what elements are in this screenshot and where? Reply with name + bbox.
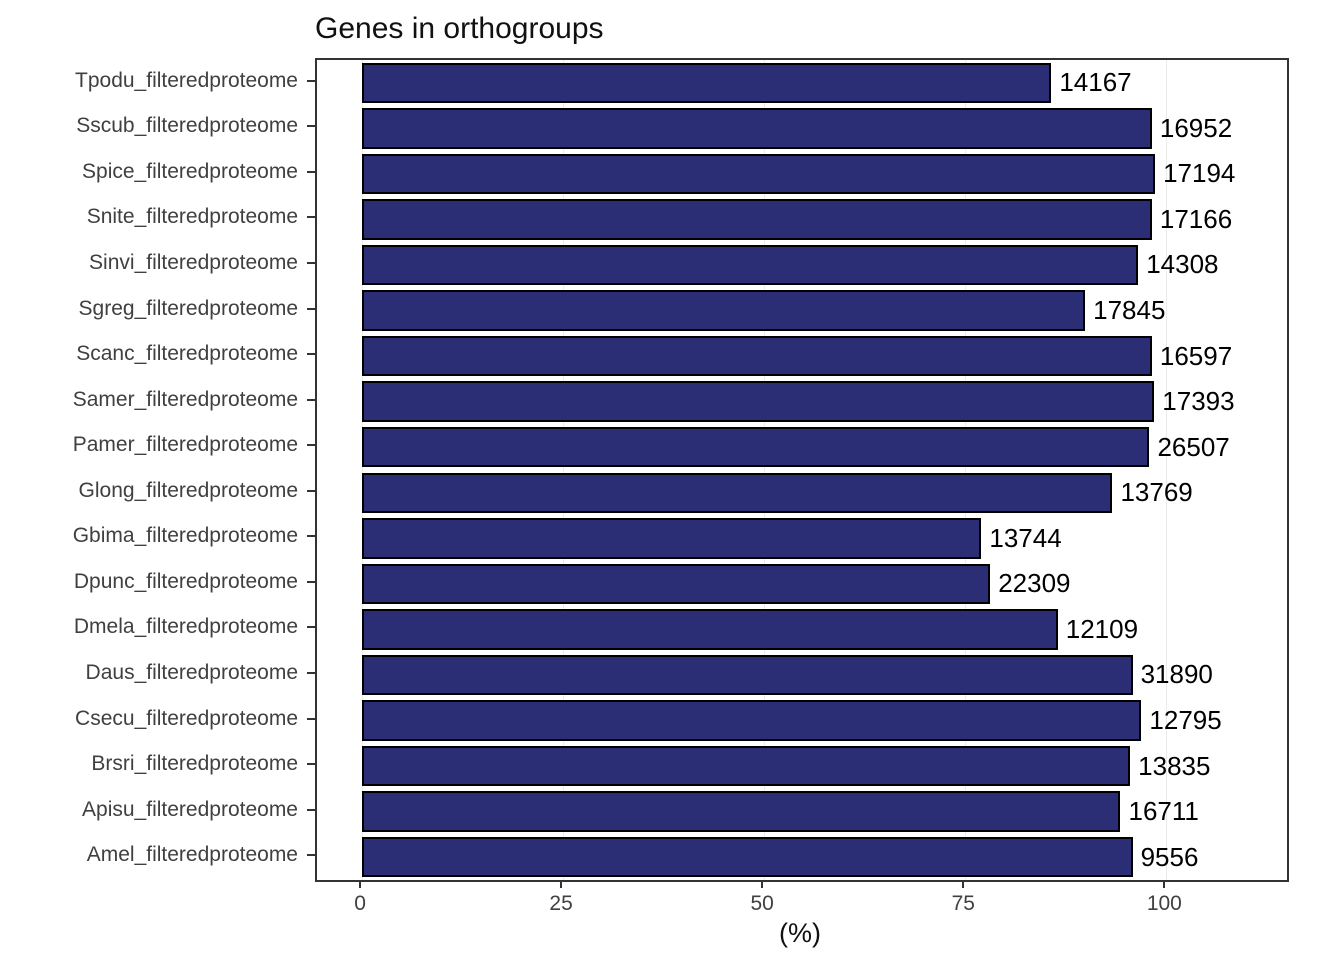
y-tick-mark xyxy=(307,535,315,538)
bar xyxy=(362,199,1152,240)
bar xyxy=(362,290,1086,331)
y-tick-mark xyxy=(307,672,315,674)
y-axis-label: Gbima_filteredproteome xyxy=(72,524,298,548)
y-tick-mark xyxy=(307,626,315,629)
bar-value-label: 16952 xyxy=(1159,112,1233,143)
bar xyxy=(362,335,1152,377)
chart-title: Genes in orthogroups xyxy=(315,12,604,45)
y-axis: Tpodu_filteredproteome Sscub_filteredprot… xyxy=(0,58,298,878)
x-tick-label: 0 xyxy=(354,892,366,915)
bar-value-label: 9556 xyxy=(1140,841,1199,872)
bar xyxy=(362,836,1133,878)
bar-value-label: 12795 xyxy=(1149,705,1222,736)
bar xyxy=(362,426,1150,468)
bar xyxy=(362,791,1121,832)
bar-value-label: 26507 xyxy=(1157,431,1230,462)
y-axis-label: Apisu_filteredproteome xyxy=(82,797,298,821)
bar xyxy=(362,609,1058,650)
bar-value-label: 14308 xyxy=(1146,249,1219,280)
y-tick-mark xyxy=(307,489,315,492)
x-tick-label: 100 xyxy=(1146,892,1182,915)
bar xyxy=(362,153,1156,195)
y-axis-label: Sinvi_filteredproteome xyxy=(89,250,298,274)
gridline xyxy=(964,60,966,880)
y-axis-label: Dmela_filteredproteome xyxy=(73,615,298,639)
x-tick-label: 25 xyxy=(549,892,573,915)
y-tick-mark xyxy=(307,763,315,766)
y-tick-mark xyxy=(307,262,315,264)
y-axis-label: Tpodu_filteredproteome xyxy=(75,68,298,92)
x-tick-mark xyxy=(962,880,965,888)
y-axis-label: Brsri_filteredproteome xyxy=(91,752,298,776)
y-axis-label: Dpunc_filteredproteome xyxy=(73,569,298,593)
y-tick-mark xyxy=(307,854,315,857)
bar xyxy=(362,62,1052,104)
bar xyxy=(362,381,1155,422)
bar xyxy=(362,108,1152,149)
x-axis-title: (%) xyxy=(779,918,821,948)
x-tick-label: 75 xyxy=(951,892,975,915)
y-axis-label: Amel_filteredproteome xyxy=(86,843,298,867)
y-axis-label: Csecu_filteredproteome xyxy=(75,706,298,730)
bar-value-label: 13835 xyxy=(1138,750,1211,781)
y-tick-mark xyxy=(307,444,315,447)
y-axis-label: Glong_filteredproteome xyxy=(78,478,298,502)
x-tick-label: 50 xyxy=(750,892,774,915)
x-tick-mark xyxy=(359,880,362,888)
bar xyxy=(362,654,1133,696)
bar-value-label: 17166 xyxy=(1159,203,1233,234)
bar xyxy=(362,472,1113,514)
bar-value-label: 16711 xyxy=(1128,796,1199,827)
y-tick-mark xyxy=(307,307,315,310)
gridline xyxy=(562,60,564,880)
y-tick-mark xyxy=(307,125,315,128)
x-tick-mark xyxy=(761,880,764,888)
y-axis-label: Spice_filteredproteome xyxy=(82,159,298,183)
bar-value-label: 17845 xyxy=(1093,295,1166,326)
y-tick-mark xyxy=(307,79,315,82)
x-tick-mark xyxy=(1163,880,1166,888)
y-axis-label: Snite_filteredproteome xyxy=(86,205,298,229)
bar xyxy=(362,244,1139,286)
y-axis-label: Daus_filteredproteome xyxy=(85,660,298,684)
bar-value-label: 13744 xyxy=(989,522,1062,553)
y-axis-label: Samer_filteredproteome xyxy=(72,387,298,411)
y-tick-mark xyxy=(307,808,315,811)
plot-panel: 14167 16952 17194 17166 14308 17845 16597 17393… xyxy=(315,58,1289,882)
y-tick-mark xyxy=(307,353,315,356)
bar xyxy=(362,518,982,559)
y-axis-label: Sscub_filteredproteome xyxy=(76,114,298,138)
y-tick-mark xyxy=(307,398,315,401)
y-axis-label: Scanc_filteredproteome xyxy=(76,342,298,366)
bar-value-label: 16597 xyxy=(1159,340,1233,371)
y-tick-mark xyxy=(307,170,315,173)
bar-value-label: 31890 xyxy=(1140,659,1213,690)
bar xyxy=(362,700,1142,741)
bar-value-label: 17194 xyxy=(1163,158,1236,189)
x-tick-mark xyxy=(560,880,563,888)
gridline xyxy=(1165,60,1167,880)
bar xyxy=(362,563,991,605)
y-tick-mark xyxy=(307,216,315,219)
bar-value-label: 12109 xyxy=(1065,613,1139,644)
y-axis-label: Sgreg_filteredproteome xyxy=(78,296,298,320)
bar xyxy=(362,745,1131,787)
y-tick-mark xyxy=(307,580,315,583)
y-tick-mark xyxy=(307,717,315,720)
bar-value-label: 17393 xyxy=(1162,386,1235,417)
gridline xyxy=(361,60,363,880)
gridline xyxy=(763,60,765,880)
bar-value-label: 14167 xyxy=(1059,67,1132,98)
bar-value-label: 22309 xyxy=(998,568,1071,599)
bar-value-label: 13769 xyxy=(1120,477,1193,508)
y-axis-label: Pamer_filteredproteome xyxy=(72,433,298,457)
